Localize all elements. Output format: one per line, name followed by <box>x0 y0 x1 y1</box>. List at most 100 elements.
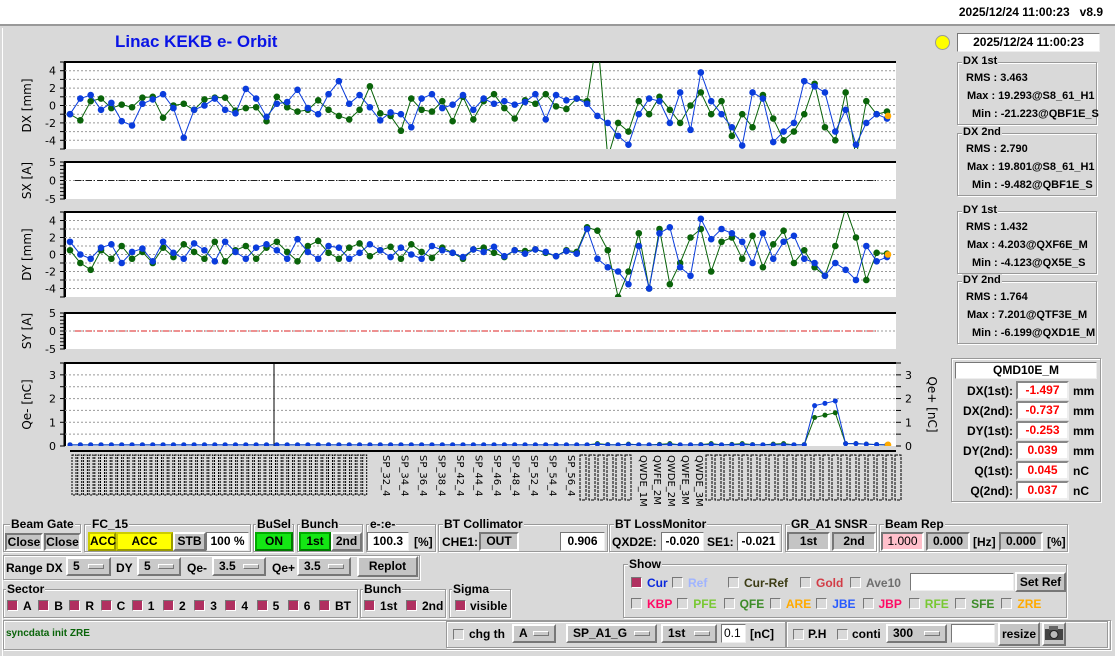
data-point[interactable] <box>191 442 197 447</box>
beam-gate-close-1[interactable]: Close <box>5 533 43 551</box>
data-point[interactable] <box>625 442 631 447</box>
data-point[interactable] <box>283 248 291 256</box>
data-point[interactable] <box>800 255 808 263</box>
data-point[interactable] <box>294 86 301 94</box>
data-point[interactable] <box>150 442 156 447</box>
data-point[interactable] <box>170 104 177 112</box>
data-point[interactable] <box>366 103 374 111</box>
data-point[interactable] <box>645 110 653 118</box>
data-point[interactable] <box>718 225 725 233</box>
data-point[interactable] <box>367 442 373 447</box>
data-point[interactable] <box>490 100 498 108</box>
data-point[interactable] <box>304 104 312 112</box>
data-point[interactable] <box>511 115 518 122</box>
chg-bunch-select[interactable]: 1st <box>661 624 717 643</box>
chg-sector-select[interactable]: A <box>512 624 556 643</box>
data-point[interactable] <box>852 141 860 148</box>
show-jbe-checkbox[interactable] <box>816 598 828 609</box>
data-point[interactable] <box>139 245 146 252</box>
data-point[interactable] <box>780 227 787 234</box>
data-point[interactable] <box>283 98 291 106</box>
data-point[interactable] <box>697 69 705 76</box>
data-point[interactable] <box>449 117 456 125</box>
data-point[interactable] <box>821 272 829 280</box>
data-point[interactable] <box>366 241 374 248</box>
data-point[interactable] <box>831 128 839 135</box>
bunch-1st-checkbox[interactable] <box>364 600 375 611</box>
data-point[interactable] <box>98 442 104 447</box>
show-input[interactable] <box>910 573 1014 591</box>
data-point[interactable] <box>842 266 849 274</box>
data-point[interactable] <box>418 255 425 263</box>
data-point[interactable] <box>511 246 518 254</box>
data-point[interactable] <box>139 94 146 101</box>
data-point[interactable] <box>842 89 849 96</box>
data-point[interactable] <box>201 96 208 103</box>
dx-range-select[interactable]: 5 <box>66 557 111 576</box>
data-point[interactable] <box>201 246 208 254</box>
zre-point[interactable] <box>884 112 892 120</box>
data-point[interactable] <box>450 442 456 447</box>
data-point[interactable] <box>108 241 115 248</box>
data-point[interactable] <box>800 77 808 85</box>
data-point[interactable] <box>118 242 126 250</box>
data-point[interactable] <box>325 90 332 98</box>
data-point[interactable] <box>315 442 321 447</box>
data-point[interactable] <box>66 110 74 118</box>
show-cur-checkbox[interactable] <box>631 577 642 588</box>
show-cur-ref-checkbox[interactable] <box>728 577 739 588</box>
data-point[interactable] <box>863 276 870 284</box>
busel-on-button[interactable]: ON <box>255 532 293 551</box>
sector-checkbox-R[interactable] <box>69 600 81 611</box>
data-point[interactable] <box>97 95 105 102</box>
data-point[interactable] <box>863 119 870 127</box>
data-point[interactable] <box>232 248 239 256</box>
data-point[interactable] <box>552 103 560 110</box>
data-point[interactable] <box>790 119 798 127</box>
data-point[interactable] <box>170 249 177 257</box>
data-point[interactable] <box>645 95 653 102</box>
data-point[interactable] <box>501 104 508 112</box>
data-point[interactable] <box>873 258 880 265</box>
data-point[interactable] <box>738 110 746 118</box>
data-point[interactable] <box>201 442 207 447</box>
data-point[interactable] <box>356 240 363 247</box>
data-point[interactable] <box>88 442 94 447</box>
plot-1[interactable]: 5 0 -5 SX [A] <box>20 156 896 206</box>
data-point[interactable] <box>719 442 725 447</box>
data-point[interactable] <box>780 238 787 246</box>
data-point[interactable] <box>863 242 870 250</box>
data-point[interactable] <box>345 244 353 251</box>
data-point[interactable] <box>822 412 828 418</box>
data-point[interactable] <box>583 100 591 108</box>
data-point[interactable] <box>542 90 550 98</box>
data-point[interactable] <box>769 241 777 248</box>
data-point[interactable] <box>656 442 662 447</box>
data-point[interactable] <box>439 104 446 112</box>
data-point[interactable] <box>812 403 818 409</box>
chg-bpm-select[interactable]: SP_A1_G <box>566 624 657 643</box>
data-point[interactable] <box>139 100 146 108</box>
data-point[interactable] <box>387 243 394 251</box>
beam-gate-close-2[interactable]: Close <box>44 533 81 551</box>
data-point[interactable] <box>532 100 539 108</box>
data-point[interactable] <box>832 398 838 404</box>
data-point[interactable] <box>201 255 208 263</box>
data-point[interactable] <box>801 442 807 447</box>
chg-threshold-input[interactable]: 0.1 <box>721 624 746 643</box>
data-point[interactable] <box>749 259 756 267</box>
plot-0[interactable]: 4 2 0 -2 -4 DX [mm] <box>20 33 896 161</box>
data-point[interactable] <box>252 95 260 102</box>
data-point[interactable] <box>118 117 126 125</box>
data-point[interactable] <box>159 114 167 121</box>
fc15-acc-1[interactable]: ACC <box>88 532 116 551</box>
data-point[interactable] <box>605 442 611 447</box>
data-point[interactable] <box>304 242 312 250</box>
data-point[interactable] <box>728 132 736 140</box>
data-point[interactable] <box>128 122 136 129</box>
data-point[interactable] <box>222 442 228 447</box>
data-point[interactable] <box>521 98 529 106</box>
bunch-2nd-button[interactable]: 2nd <box>331 532 362 551</box>
data-point[interactable] <box>284 442 290 447</box>
data-point[interactable] <box>811 259 818 267</box>
